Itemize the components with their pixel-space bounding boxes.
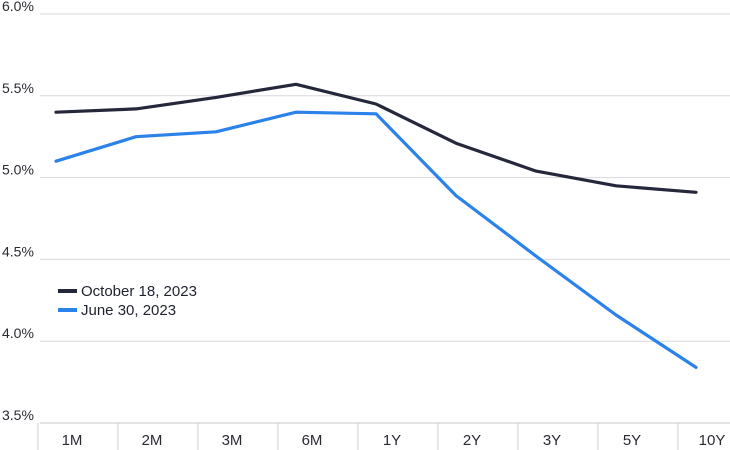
x-axis: 1M 2M 3M 6M 1Y 2Y 3Y 5Y 10Y	[37, 422, 730, 450]
series-line-1	[54, 110, 698, 369]
y-tick-label: 6.0%	[2, 0, 34, 14]
legend-label: June 30, 2023	[81, 302, 176, 319]
series-lines	[54, 82, 698, 369]
x-tick-label: 6M	[302, 432, 323, 449]
y-tick-label: 5.0%	[2, 162, 34, 178]
legend: October 18, 2023 June 30, 2023	[58, 283, 197, 319]
x-tick-label: 2M	[142, 432, 163, 449]
x-tick-label: 10Y	[699, 432, 726, 449]
y-tick-label: 3.5%	[2, 407, 34, 423]
x-tick-label: 1Y	[383, 432, 401, 449]
x-tick-label: 2Y	[463, 432, 481, 449]
y-tick-label: 4.5%	[2, 243, 34, 259]
x-tick-label: 3Y	[543, 432, 561, 449]
y-tick-label: 5.5%	[2, 80, 34, 96]
series-line-0	[54, 82, 698, 194]
legend-label: October 18, 2023	[81, 283, 197, 300]
y-axis: 6.0% 5.5% 5.0% 4.5% 4.0% 3.5%	[2, 0, 34, 423]
x-tick-label: 5Y	[623, 432, 641, 449]
y-tick-label: 4.0%	[2, 325, 34, 341]
x-tick-label: 3M	[222, 432, 243, 449]
gridlines	[40, 13, 730, 342]
x-tick-label: 1M	[62, 432, 83, 449]
